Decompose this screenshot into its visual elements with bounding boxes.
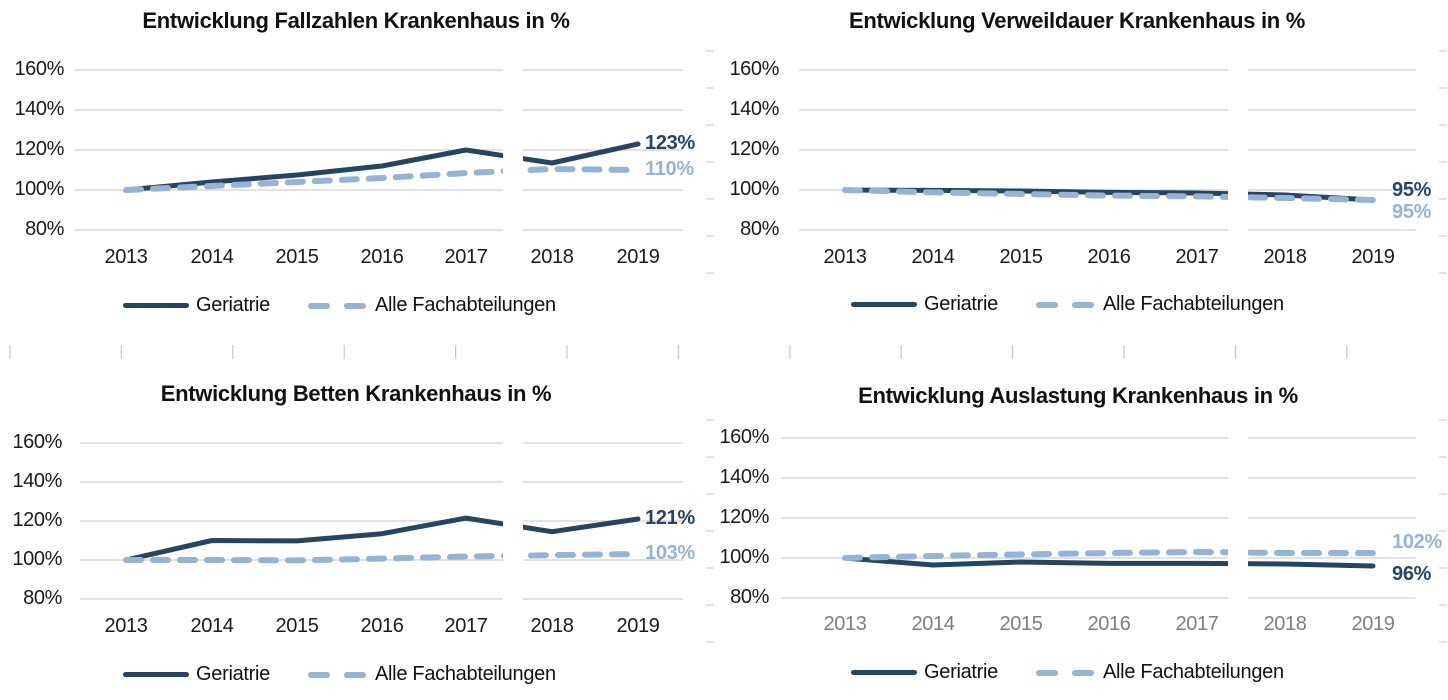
x-axis-year-label: 2017 — [1175, 246, 1219, 268]
series-end-label-alle-fachabteilungen: 102% — [1392, 531, 1442, 553]
x-axis-year-label: 2019 — [1351, 246, 1395, 268]
legend-dash-swatch — [1036, 669, 1094, 676]
x-axis-year-label: 2018 — [1263, 246, 1307, 268]
legend-solid-line-swatch — [123, 303, 189, 308]
x-axis-year-label: 2017 — [1175, 613, 1219, 635]
x-axis-year-label: 2013 — [104, 615, 148, 637]
x-axis-year-label: 2015 — [999, 246, 1043, 268]
x-axis-year-label: 2016 — [1087, 246, 1131, 268]
chart-title: Entwicklung Fallzahlen Krankenhaus in % — [142, 8, 570, 33]
y-axis-tick-label: 120% — [719, 506, 769, 528]
y-axis-tick-label: 140% — [12, 470, 62, 492]
x-axis-year-label: 2018 — [530, 246, 574, 268]
chart-title: Entwicklung Betten Krankenhaus in % — [160, 381, 552, 406]
axis-break-band — [503, 433, 523, 609]
y-axis-tick-label: 100% — [719, 546, 769, 568]
legend-dash-swatch — [308, 302, 366, 309]
chart-legend: Geriatrie Alle Fachabteilungen — [851, 293, 1284, 316]
series-line-alle-fachabteilungen — [123, 166, 641, 193]
series-line-geriatrie — [842, 187, 1376, 203]
series-line-alle-fachabteilungen — [842, 187, 1376, 203]
x-axis-year-label: 2013 — [104, 246, 148, 268]
y-axis-tick-label: 120% — [14, 138, 64, 160]
legend-label-geriatrie: Geriatrie — [196, 294, 270, 316]
x-axis-year-label: 2016 — [360, 246, 404, 268]
x-axis-year-label: 2016 — [1087, 613, 1131, 635]
y-axis-tick-label: 140% — [729, 98, 779, 120]
series-line-alle-fachabteilungen — [842, 549, 1376, 561]
y-axis-tick-label: 160% — [12, 431, 62, 453]
x-axis-year-label: 2014 — [190, 246, 234, 268]
chart-legend: Geriatrie Alle Fachabteilungen — [851, 661, 1284, 684]
y-axis-tick-label: 100% — [12, 548, 62, 570]
y-axis-tick-label: 160% — [14, 58, 64, 80]
y-axis-tick-label: 80% — [730, 586, 769, 608]
x-axis-year-label: 2014 — [190, 615, 234, 637]
y-axis-tick-label: 80% — [740, 218, 779, 240]
x-axis-year-label: 2019 — [616, 246, 660, 268]
series-end-label-geriatrie: 96% — [1392, 563, 1432, 585]
legend-label-geriatrie: Geriatrie — [196, 663, 270, 685]
x-axis-year-label: 2017 — [444, 246, 488, 268]
axis-break-band — [1228, 60, 1248, 240]
x-axis-year-label: 2014 — [911, 246, 955, 268]
series-end-label-geriatrie: 95% — [1392, 179, 1432, 201]
x-axis-year-label: 2019 — [616, 615, 660, 637]
series-line-geriatrie — [123, 141, 641, 193]
series-end-label-alle-fachabteilungen: 95% — [1392, 201, 1432, 223]
chart-legend: Geriatrie Alle Fachabteilungen — [123, 663, 556, 686]
legend-label-alle-fachabteilungen: Alle Fachabteilungen — [375, 294, 556, 316]
axis-break-band — [1228, 428, 1248, 608]
y-axis-tick-label: 160% — [719, 426, 769, 448]
x-axis-year-label: 2019 — [1351, 613, 1395, 635]
series-line-geriatrie — [123, 515, 641, 563]
y-axis-tick-label: 160% — [729, 58, 779, 80]
x-axis-year-label: 2017 — [444, 615, 488, 637]
chart-legend: Geriatrie Alle Fachabteilungen — [123, 294, 556, 317]
series-end-label-geriatrie: 123% — [645, 132, 695, 154]
chart-title: Entwicklung Auslastung Krankenhaus in % — [858, 383, 1298, 408]
x-axis-year-label: 2013 — [823, 246, 867, 268]
x-axis-year-label: 2018 — [1263, 613, 1307, 635]
legend-label-alle-fachabteilungen: Alle Fachabteilungen — [1103, 661, 1284, 683]
legend-label-alle-fachabteilungen: Alle Fachabteilungen — [1103, 293, 1284, 315]
x-axis-year-label: 2015 — [275, 246, 319, 268]
x-axis-year-label: 2014 — [911, 613, 955, 635]
legend-dash-swatch — [1036, 301, 1094, 308]
chart-title: Entwicklung Verweildauer Krankenhaus in … — [849, 8, 1305, 33]
legend-label-alle-fachabteilungen: Alle Fachabteilungen — [375, 663, 556, 685]
x-axis-year-label: 2016 — [360, 615, 404, 637]
y-axis-tick-label: 120% — [729, 138, 779, 160]
y-axis-tick-label: 140% — [14, 98, 64, 120]
legend-solid-line-swatch — [851, 670, 917, 675]
x-axis-year-label: 2013 — [823, 613, 867, 635]
series-end-label-alle-fachabteilungen: 110% — [645, 158, 694, 180]
legend-dash-swatch — [308, 671, 366, 678]
y-axis-tick-label: 140% — [719, 466, 769, 488]
legend-solid-line-swatch — [123, 672, 189, 677]
x-axis-year-label: 2015 — [275, 615, 319, 637]
legend-label-geriatrie: Geriatrie — [924, 661, 998, 683]
y-axis-tick-label: 120% — [12, 509, 62, 531]
y-axis-tick-label: 100% — [729, 178, 779, 200]
y-axis-tick-label: 80% — [25, 218, 64, 240]
legend-label-geriatrie: Geriatrie — [924, 293, 998, 315]
series-line-geriatrie — [842, 555, 1376, 569]
series-end-label-alle-fachabteilungen: 103% — [645, 542, 695, 565]
y-axis-tick-label: 80% — [23, 587, 62, 609]
series-end-label-geriatrie: 121% — [645, 507, 695, 530]
axis-break-band — [503, 60, 523, 240]
x-axis-year-label: 2018 — [530, 615, 574, 637]
x-axis-year-label: 2015 — [999, 613, 1043, 635]
y-axis-tick-label: 100% — [14, 178, 64, 200]
legend-solid-line-swatch — [851, 302, 917, 307]
series-line-alle-fachabteilungen — [123, 551, 641, 564]
